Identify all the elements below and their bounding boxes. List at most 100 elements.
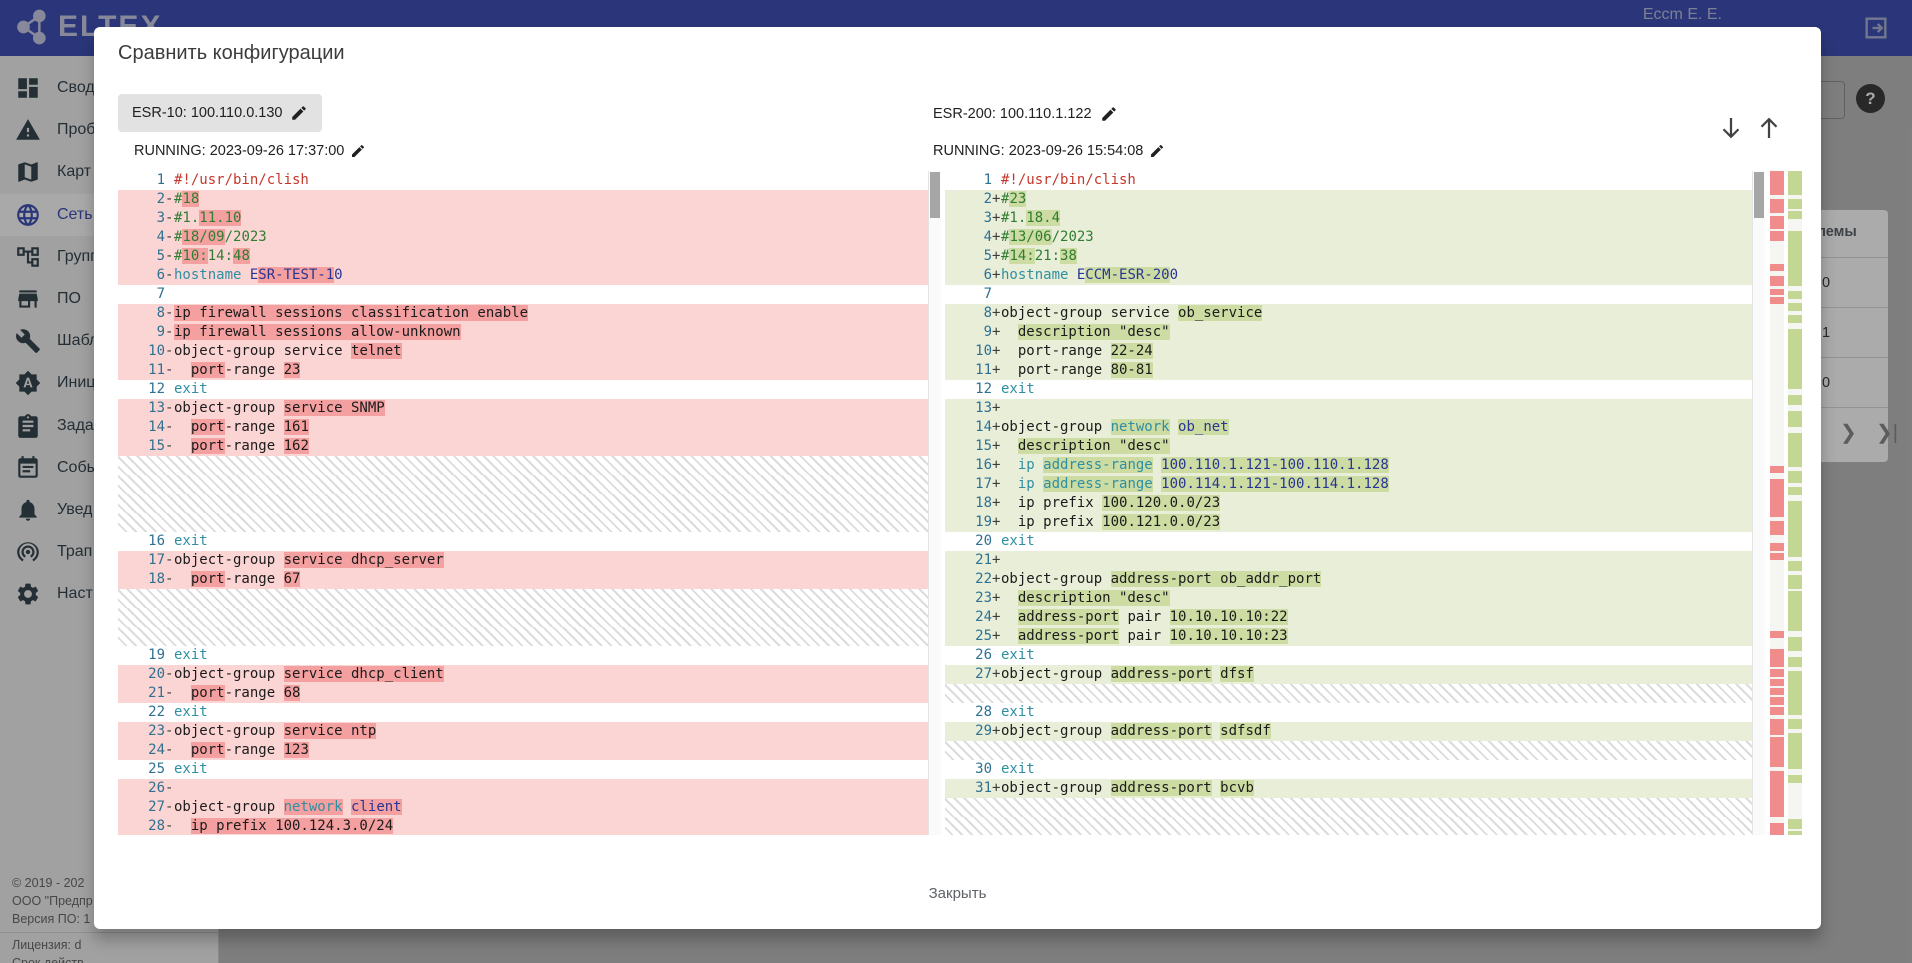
diff-line: 22 exit <box>148 704 208 720</box>
diff-line: 16 exit <box>148 533 208 549</box>
right-device-chip[interactable]: ESR-200: 100.110.1.122 <box>933 103 1118 125</box>
diff-line: 7 <box>983 286 992 302</box>
sidebar-item-label: ПО <box>57 290 81 307</box>
pager-next-icon[interactable]: ❯ <box>1840 422 1857 444</box>
sidebar-item-settings[interactable]: Наст <box>0 573 218 615</box>
diff-filler <box>118 475 941 494</box>
diff-line: 21 + <box>945 551 1765 570</box>
minimap-segment <box>1788 329 1802 389</box>
sidebar-item-groups[interactable]: Групп <box>0 236 218 278</box>
table-row[interactable]: 0 <box>1822 375 1831 391</box>
edit-icon[interactable] <box>350 143 366 159</box>
next-diff-button[interactable] <box>1716 113 1746 143</box>
minimap-segment <box>1788 819 1802 829</box>
minimap-segment <box>1788 303 1802 311</box>
sidebar-item-software[interactable]: ПО <box>0 278 218 320</box>
diff-line: 3- #1.11.10 <box>118 209 941 228</box>
sidebar-item-dashboard[interactable]: Свод <box>0 67 218 109</box>
eltex-logo-icon <box>17 9 46 45</box>
diff-line: 24- port-range 123 <box>118 741 941 760</box>
diff-line: 2 + #23 <box>945 190 1765 209</box>
sidebar-item-notifications[interactable]: Увед <box>0 489 218 531</box>
minimap-segment <box>1770 669 1784 677</box>
table-row[interactable]: 0 <box>1822 275 1831 291</box>
sidebar-item-map[interactable]: Карт <box>0 151 218 193</box>
diff-line: 10- object-group service telnet <box>118 342 941 361</box>
prev-diff-button[interactable] <box>1754 113 1784 143</box>
left-scrollbar[interactable] <box>928 171 941 835</box>
sidebar-item-events[interactable]: Собы <box>0 447 218 489</box>
sidebar-item-templates[interactable]: Шабл <box>0 320 218 362</box>
edit-icon[interactable] <box>1149 143 1165 159</box>
diff-line: 25 exit <box>148 761 208 777</box>
minimap-segment <box>1788 231 1802 286</box>
sidebar-item-label: Свод <box>57 79 95 96</box>
minimap-segment <box>1770 297 1784 304</box>
left-scrollbar-thumb[interactable] <box>930 172 940 218</box>
diff-line: 17 + ip address-range 100.114.1.121-100.1… <box>945 475 1765 494</box>
diff-editor-left[interactable]: 1 #!/usr/bin/clish 2- #18 3- #1.11.10 4- #18/09… <box>118 171 941 835</box>
diff-line: 26 exit <box>975 647 1035 663</box>
minimap-segment <box>1770 493 1784 517</box>
footer-line: Версия ПО: 1 <box>12 912 91 926</box>
minimap-segment <box>1770 216 1784 229</box>
edit-icon[interactable] <box>1100 105 1118 123</box>
minimap-segment <box>1788 637 1802 651</box>
left-device-chip[interactable]: ESR-10: 100.110.0.130 <box>118 94 323 132</box>
minimap-segment <box>1770 823 1784 835</box>
diff-line: 29 + object-group address-port sdfsdf <box>945 722 1765 741</box>
table-row[interactable]: 1 <box>1822 325 1831 341</box>
sidebar-license-info: Лицензия: d Срок действ <box>12 936 207 963</box>
diff-filler <box>118 494 941 513</box>
minimap-segment <box>1770 543 1784 551</box>
diff-line: 25 + address-port pair 10.10.10.10:23 <box>945 627 1765 646</box>
diff-line: 13- object-group service SNMP <box>118 399 941 418</box>
diff-line: 22 + object-group address-port ob_addr_por… <box>945 570 1765 589</box>
license-line: Лицензия: d <box>12 938 82 952</box>
diff-line: 18 + ip prefix 100.120.0.0/23 <box>945 494 1765 513</box>
diff-line: 12 exit <box>975 381 1035 397</box>
diff-line: 11 + port-range 80-81 <box>945 361 1765 380</box>
logout-icon[interactable] <box>1862 14 1890 42</box>
minimap-segment <box>1788 831 1802 835</box>
diff-line: 13 + <box>945 399 1765 418</box>
sidebar-item-init[interactable]: Иниц <box>0 362 218 404</box>
eltex-logo: ELTEX <box>14 8 162 46</box>
close-button[interactable]: Закрыть <box>928 885 987 902</box>
minimap-segment <box>1770 771 1784 817</box>
sidebar-item-label: Иниц <box>57 374 96 392</box>
minimap-segment <box>1770 737 1784 767</box>
left-version-label: RUNNING: 2023-09-26 17:37:00 <box>134 141 366 161</box>
sidebar-item-label: Карт <box>57 163 92 181</box>
minimap-segment <box>1788 733 1802 769</box>
diff-line: 15- port-range 162 <box>118 437 941 456</box>
pager-last-icon[interactable]: ❯| <box>1876 422 1898 444</box>
question-icon: ? <box>1865 88 1876 108</box>
sidebar-item-tasks[interactable]: Зада <box>0 405 218 447</box>
groups-icon <box>17 247 39 267</box>
help-button[interactable]: ? <box>1856 84 1885 113</box>
diff-line: 20- object-group service dhcp_client <box>118 665 941 684</box>
diff-line: 15 + description "desc" <box>945 437 1765 456</box>
diff-line: 14 + object-group network ob_net <box>945 418 1765 437</box>
minimap-segment <box>1788 471 1802 483</box>
minimap-segment <box>1770 688 1784 695</box>
templates-icon <box>16 329 40 354</box>
minimap-segment <box>1788 199 1802 209</box>
diff-line: 18- port-range 67 <box>118 570 941 589</box>
sidebar-item-problems[interactable]: Проб <box>0 109 218 151</box>
sidebar-footer-info: © 2019 - 202 ООО "Предпр Версия ПО: 1 <box>12 874 207 928</box>
right-version-label: RUNNING: 2023-09-26 15:54:08 <box>933 141 1165 161</box>
edit-icon[interactable] <box>290 104 308 122</box>
minimap-segment <box>1770 553 1784 560</box>
diff-line: 1 #!/usr/bin/clish <box>983 172 1136 188</box>
sidebar-item-traps[interactable]: Трап <box>0 531 218 573</box>
right-scrollbar-thumb[interactable] <box>1754 172 1764 218</box>
notifications-icon <box>19 499 37 521</box>
diff-line: 20 exit <box>975 533 1035 549</box>
diff-editor-right[interactable]: 1 #!/usr/bin/clish 2 + #23 3 + #1.18.4 4 + #13/06/… <box>945 171 1765 835</box>
right-scrollbar[interactable] <box>1752 171 1765 835</box>
diff-line: 4- #18/09/2023 <box>118 228 941 247</box>
diff-line: 24 + address-port pair 10.10.10.10:22 <box>945 608 1765 627</box>
sidebar-item-label: Шабл <box>57 332 99 350</box>
